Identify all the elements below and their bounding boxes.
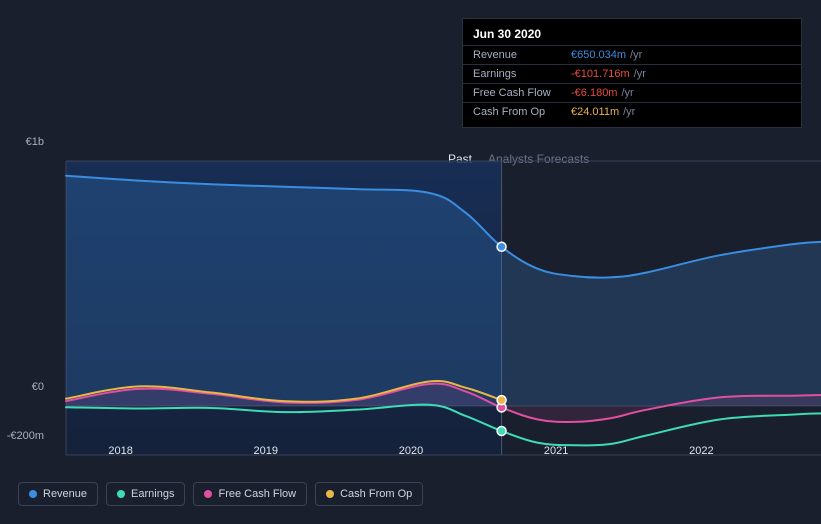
tooltip-row-label: Free Cash Flow [473, 87, 571, 99]
tooltip-row-value: €650.034m [571, 49, 626, 61]
legend-dot-icon [117, 490, 125, 498]
x-tick-label: 2021 [544, 445, 568, 457]
tooltip-row: Revenue€650.034m/yr [463, 45, 801, 64]
legend-label: Cash From Op [340, 488, 412, 500]
tooltip-row-value: -€6.180m [571, 87, 617, 99]
legend: Revenue Earnings Free Cash Flow Cash From O… [18, 482, 423, 506]
series-area-revenue [66, 176, 821, 406]
tooltip-row-unit: /yr [634, 68, 646, 80]
x-tick-label: 2018 [108, 445, 132, 457]
x-tick-label: 2019 [254, 445, 278, 457]
tooltip-row-label: Revenue [473, 49, 571, 61]
tooltip-row-label: Cash From Op [473, 106, 571, 118]
marker-earnings [497, 426, 506, 435]
legend-dot-icon [326, 490, 334, 498]
marker-revenue [497, 242, 506, 251]
legend-label: Free Cash Flow [218, 488, 296, 500]
tooltip-row-unit: /yr [623, 106, 635, 118]
legend-dot-icon [29, 490, 37, 498]
x-tick-label: 2022 [689, 445, 713, 457]
legend-label: Earnings [131, 488, 174, 500]
tooltip-row-label: Earnings [473, 68, 571, 80]
legend-item-fcf[interactable]: Free Cash Flow [193, 482, 307, 506]
tooltip-row-value: -€101.716m [571, 68, 630, 80]
legend-item-earnings[interactable]: Earnings [106, 482, 185, 506]
tooltip-row: Cash From Op€24.011m/yr [463, 102, 801, 121]
tooltip-row: Earnings-€101.716m/yr [463, 64, 801, 83]
tooltip-row-unit: /yr [630, 49, 642, 61]
tooltip-date: Jun 30 2020 [463, 25, 801, 45]
data-tooltip: Jun 30 2020 Revenue€650.034m/yrEarnings-… [462, 18, 802, 128]
tooltip-row-value: €24.011m [571, 106, 619, 118]
legend-label: Revenue [43, 488, 87, 500]
tooltip-row-unit: /yr [621, 87, 633, 99]
x-tick-label: 2020 [399, 445, 423, 457]
legend-item-revenue[interactable]: Revenue [18, 482, 98, 506]
tooltip-row: Free Cash Flow-€6.180m/yr [463, 83, 801, 102]
marker-cashop [497, 396, 506, 405]
legend-dot-icon [204, 490, 212, 498]
legend-item-cashop[interactable]: Cash From Op [315, 482, 423, 506]
